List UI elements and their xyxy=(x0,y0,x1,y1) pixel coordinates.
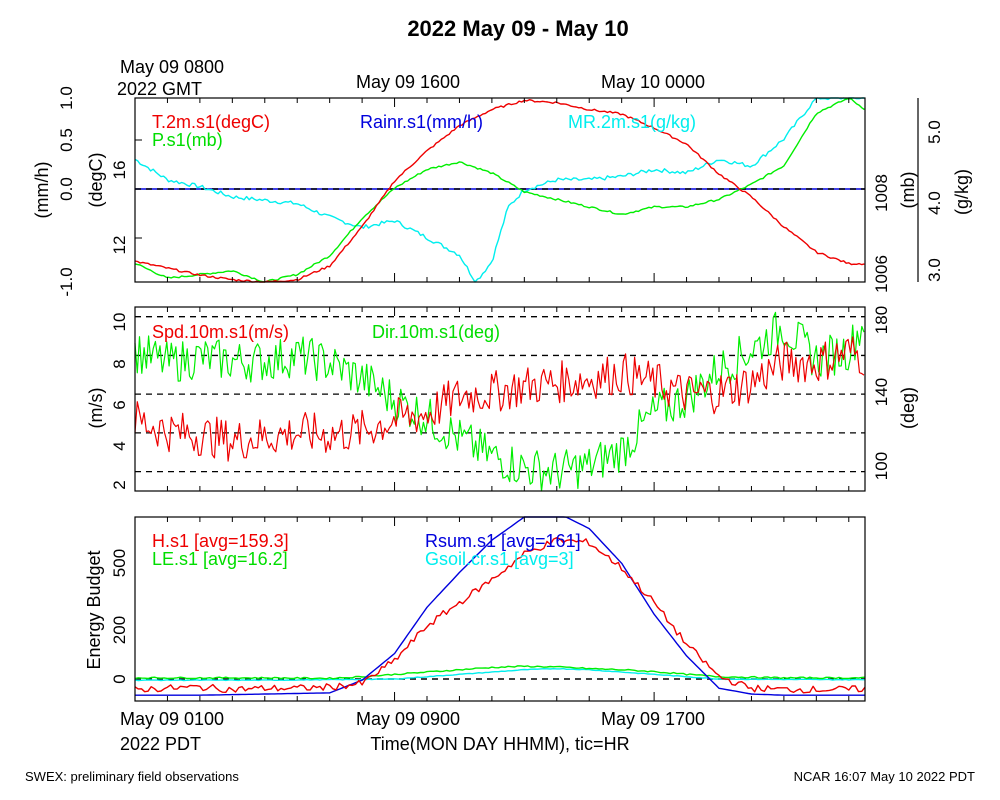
top-time-t2: May 10 0000 xyxy=(601,72,705,92)
spd-tick-2: 2 xyxy=(110,480,129,489)
spd-tick-4: 4 xyxy=(110,441,129,450)
dir-tick-100: 100 xyxy=(872,452,891,480)
legend-mr: MR.2m.s1(g/kg) xyxy=(568,112,696,132)
legend-gsoil: Gsoil.cr.s1 [avg=3] xyxy=(425,549,574,569)
top-time-start-line2: 2022 GMT xyxy=(117,79,202,99)
legend-dir: Dir.10m.s1(deg) xyxy=(372,322,500,342)
series-h-line xyxy=(134,537,866,694)
rain-tick-05: 0.5 xyxy=(57,128,76,152)
bottom-time-start-line1: May 09 0100 xyxy=(120,709,224,729)
panel3-frame xyxy=(134,516,866,702)
chart-title: 2022 May 09 - May 10 xyxy=(407,16,628,41)
mr-axis-label: (g/kg) xyxy=(952,169,972,215)
top-time-start-line1: May 09 0800 xyxy=(120,57,224,77)
temp-axis-label: (degC) xyxy=(86,152,106,207)
panel2-frame xyxy=(134,306,866,492)
rain-tick-0: 0.0 xyxy=(57,177,76,201)
temp-tick-16: 16 xyxy=(110,161,129,180)
mr-tick-3: 3.0 xyxy=(925,258,944,282)
series-pres-line xyxy=(134,98,865,283)
pres-tick-1006: 1006 xyxy=(872,255,891,293)
x-axis-label: Time(MON DAY HHMM), tic=HR xyxy=(370,734,629,754)
series-temp-line xyxy=(134,99,865,283)
spd-tick-6: 6 xyxy=(110,400,129,409)
legend-pres: P.s1(mb) xyxy=(152,130,223,150)
energy-tick-200: 200 xyxy=(110,616,129,644)
bottom-time-start-line2: 2022 PDT xyxy=(120,734,201,754)
panel-wind: 2 4 6 8 10 (m/s) 100 140 180 (deg) Spd.1… xyxy=(86,306,918,492)
rain-tick-neg1: -1.0 xyxy=(57,267,76,296)
spd-tick-10: 10 xyxy=(110,313,129,332)
spd-tick-8: 8 xyxy=(110,359,129,368)
panel-temp-pressure: 1.0 0.5 0.0 -1.0 (mm/h) 16 12 (degC) 100… xyxy=(32,86,972,296)
series-le-line xyxy=(134,665,866,680)
spd-axis-label: (m/s) xyxy=(86,388,106,429)
dir-axis-label: (deg) xyxy=(898,387,918,429)
top-time-t1: May 09 1600 xyxy=(356,72,460,92)
legend-spd: Spd.10m.s1(m/s) xyxy=(152,322,289,342)
legend-le: LE.s1 [avg=16.2] xyxy=(152,549,288,569)
bottom-time-t1: May 09 0900 xyxy=(356,709,460,729)
legend-rain: Rainr.s1(mm/h) xyxy=(360,112,483,132)
pres-axis-label: (mb) xyxy=(898,172,918,209)
mr-tick-5: 5.0 xyxy=(925,120,944,144)
panel-energy: 0 200 500 Energy Budget H.s1 [avg=159.3]… xyxy=(84,516,866,702)
dir-tick-180: 180 xyxy=(872,306,891,334)
legend-h: H.s1 [avg=159.3] xyxy=(152,531,289,551)
rain-axis-label: (mm/h) xyxy=(32,162,52,219)
dir-tick-140: 140 xyxy=(872,378,891,406)
energy-axis-label: Energy Budget xyxy=(84,550,104,669)
rain-tick-1: 1.0 xyxy=(57,86,76,110)
panel1-frame xyxy=(134,97,866,283)
legend-temp: T.2m.s1(degC) xyxy=(152,112,270,132)
series-rsum-line xyxy=(135,516,865,696)
series-mr-line xyxy=(134,97,865,283)
energy-tick-0: 0 xyxy=(110,674,129,683)
series-dir-line xyxy=(134,311,865,492)
pres-tick-1008: 1008 xyxy=(872,174,891,212)
bottom-time-t2: May 09 1700 xyxy=(601,709,705,729)
mr-tick-4: 4.0 xyxy=(925,191,944,215)
energy-tick-500: 500 xyxy=(110,549,129,577)
temp-tick-12: 12 xyxy=(110,236,129,255)
footer-right: NCAR 16:07 May 10 2022 PDT xyxy=(794,769,975,784)
series-spd-line xyxy=(134,336,865,462)
footer-left: SWEX: preliminary field observations xyxy=(25,769,239,784)
legend-rsum: Rsum.s1 [avg=161] xyxy=(425,531,581,551)
series-gsoil-line xyxy=(134,667,865,682)
